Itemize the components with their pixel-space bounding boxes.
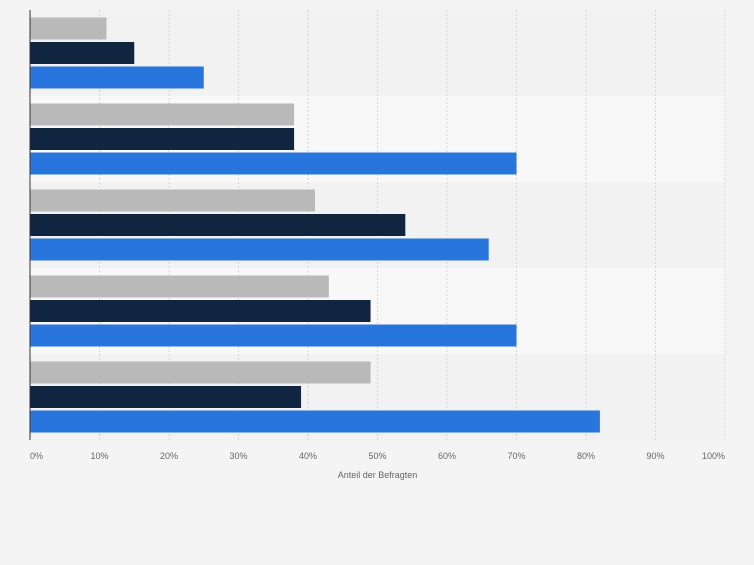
x-tick-label: 0% xyxy=(30,451,43,461)
x-axis-ticks: 0% 10% 20% 30% 40% 50% 60% 70% 80% 90% 100% xyxy=(30,451,725,461)
x-tick-label: 80% xyxy=(577,451,595,461)
bar-3-4[interactable] xyxy=(30,324,517,347)
x-axis-label: Anteil der Befragten xyxy=(338,470,418,480)
bar-2-5[interactable] xyxy=(30,386,302,408)
bar-2-2[interactable] xyxy=(30,128,295,150)
bar-3-5[interactable] xyxy=(30,410,600,433)
x-tick-label: 20% xyxy=(160,451,178,461)
bar-1-5[interactable] xyxy=(30,361,371,384)
x-tick-label: 10% xyxy=(90,451,108,461)
x-tick-label: 60% xyxy=(438,451,456,461)
x-tick-label: 30% xyxy=(229,451,247,461)
bar-2-3[interactable] xyxy=(30,214,406,236)
x-tick-label: 100% xyxy=(702,451,725,461)
bar-2-1[interactable] xyxy=(30,42,135,64)
x-tick-label: 50% xyxy=(368,451,386,461)
bar-1-1[interactable] xyxy=(30,17,107,40)
bar-3-2[interactable] xyxy=(30,152,517,175)
bar-2-4[interactable] xyxy=(30,300,371,322)
bar-3-3[interactable] xyxy=(30,238,489,261)
x-tick-label: 70% xyxy=(507,451,525,461)
bar-1-4[interactable] xyxy=(30,275,329,298)
bar-1-3[interactable] xyxy=(30,189,315,212)
bars xyxy=(30,17,600,433)
x-tick-label: 90% xyxy=(646,451,664,461)
bar-3-1[interactable] xyxy=(30,66,204,89)
x-tick-label: 40% xyxy=(299,451,317,461)
bar-1-2[interactable] xyxy=(30,103,295,126)
